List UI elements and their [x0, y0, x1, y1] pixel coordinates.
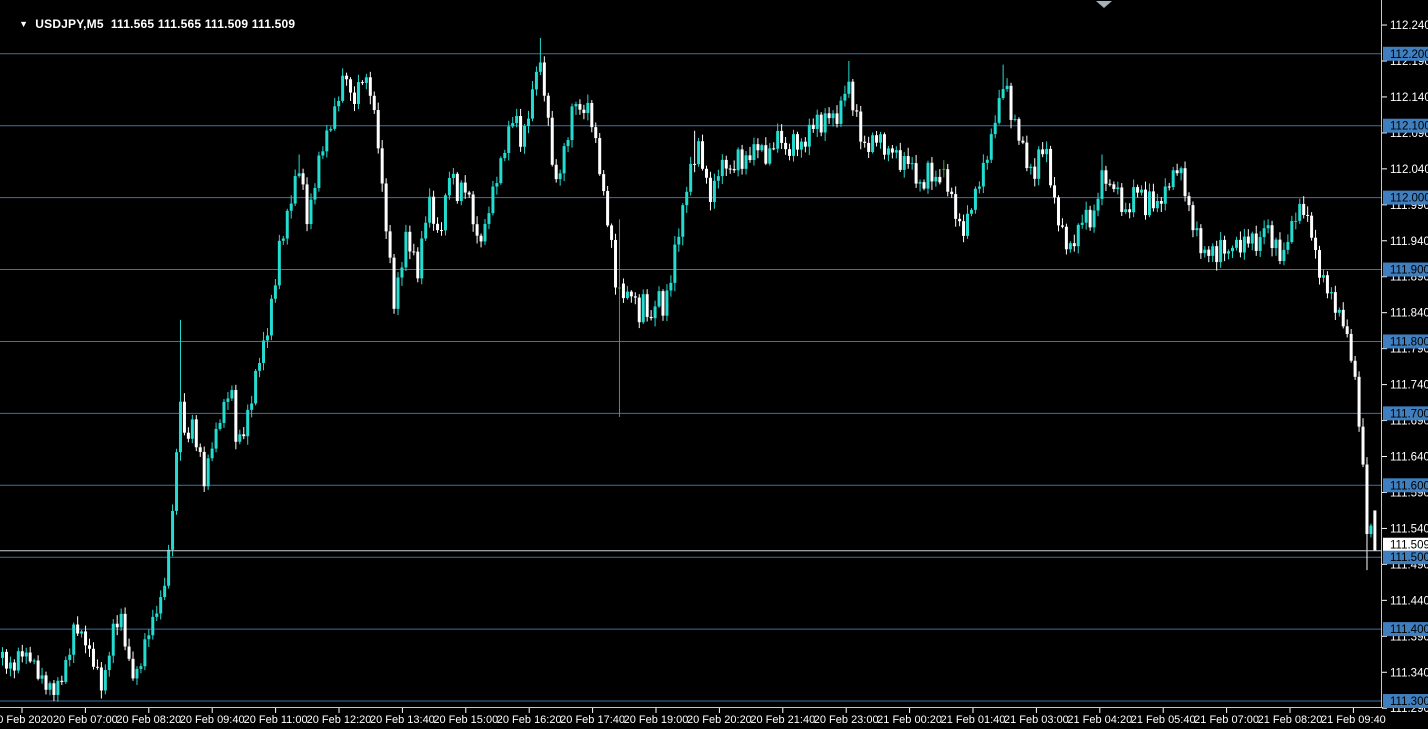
svg-text:111.440: 111.440 [1390, 595, 1428, 607]
svg-text:20 Feb 20:20: 20 Feb 20:20 [687, 714, 752, 726]
svg-text:111.600: 111.600 [1390, 480, 1428, 492]
svg-text:21 Feb 03:00: 21 Feb 03:00 [1004, 714, 1069, 726]
svg-text:111.509: 111.509 [1390, 540, 1428, 552]
svg-text:21 Feb 05:40: 21 Feb 05:40 [1131, 714, 1196, 726]
svg-text:21 Feb 01:40: 21 Feb 01:40 [941, 714, 1006, 726]
svg-text:111.840: 111.840 [1390, 308, 1428, 320]
svg-text:20 Feb 11:00: 20 Feb 11:00 [244, 714, 308, 726]
chart-border [0, 0, 1428, 708]
svg-text:112.100: 112.100 [1390, 121, 1428, 133]
svg-text:20 Feb 16:20: 20 Feb 16:20 [497, 714, 562, 726]
svg-text:112.140: 112.140 [1390, 92, 1428, 104]
svg-text:21 Feb 00:20: 21 Feb 00:20 [877, 714, 942, 726]
svg-text:112.200: 112.200 [1390, 49, 1428, 61]
svg-text:21 Feb 04:20: 21 Feb 04:20 [1067, 714, 1132, 726]
chart-shift-marker-icon[interactable] [1096, 1, 1112, 8]
chart-ohlc-values: 111.565 111.565 111.509 111.509 [110, 17, 296, 31]
candles-layer[interactable] [1, 37, 1377, 702]
symbol-dropdown-icon: ▼ [19, 19, 29, 29]
svg-text:20 Feb 13:40: 20 Feb 13:40 [370, 714, 435, 726]
svg-text:112.240: 112.240 [1390, 20, 1428, 32]
svg-text:112.000: 112.000 [1390, 193, 1428, 205]
svg-text:111.640: 111.640 [1390, 452, 1428, 464]
svg-text:111.400: 111.400 [1390, 624, 1428, 636]
svg-text:20 Feb 08:20: 20 Feb 08:20 [116, 714, 181, 726]
svg-text:111.300: 111.300 [1390, 696, 1428, 708]
svg-text:20 Feb 21:40: 20 Feb 21:40 [750, 714, 815, 726]
chart-symbol-period: USDJPY,M5 [35, 17, 104, 31]
svg-text:111.500: 111.500 [1390, 552, 1428, 564]
svg-text:20 Feb 09:40: 20 Feb 09:40 [180, 714, 245, 726]
svg-text:112.040: 112.040 [1390, 164, 1428, 176]
svg-text:20 Feb 15:00: 20 Feb 15:00 [433, 714, 498, 726]
svg-text:20 Feb 07:00: 20 Feb 07:00 [53, 714, 118, 726]
grid-lines [0, 53, 1381, 702]
svg-text:20 Feb 12:20: 20 Feb 12:20 [307, 714, 372, 726]
svg-text:20 Feb 17:40: 20 Feb 17:40 [560, 714, 625, 726]
chart-title: ▼ USDJPY,M5 111.565 111.565 111.509 111.5… [5, 3, 295, 45]
svg-text:111.540: 111.540 [1390, 523, 1428, 535]
svg-text:20 Feb 23:00: 20 Feb 23:00 [814, 714, 879, 726]
bid-price-label: 111.509 [1383, 537, 1428, 552]
svg-text:111.700: 111.700 [1390, 408, 1428, 420]
svg-text:111.900: 111.900 [1390, 265, 1428, 277]
svg-text:20 Feb 19:00: 20 Feb 19:00 [624, 714, 689, 726]
svg-text:21 Feb 08:20: 21 Feb 08:20 [1258, 714, 1323, 726]
svg-text:21 Feb 07:00: 21 Feb 07:00 [1194, 714, 1259, 726]
svg-text:111.740: 111.740 [1390, 380, 1428, 392]
svg-text:111.800: 111.800 [1390, 336, 1428, 348]
svg-text:111.340: 111.340 [1390, 667, 1428, 679]
svg-text:20 Feb 2020: 20 Feb 2020 [0, 714, 53, 726]
svg-text:111.940: 111.940 [1390, 236, 1428, 248]
price-axis[interactable]: 112.240112.190112.140112.090112.040111.9… [1382, 20, 1428, 715]
svg-text:21 Feb 09:40: 21 Feb 09:40 [1321, 714, 1386, 726]
